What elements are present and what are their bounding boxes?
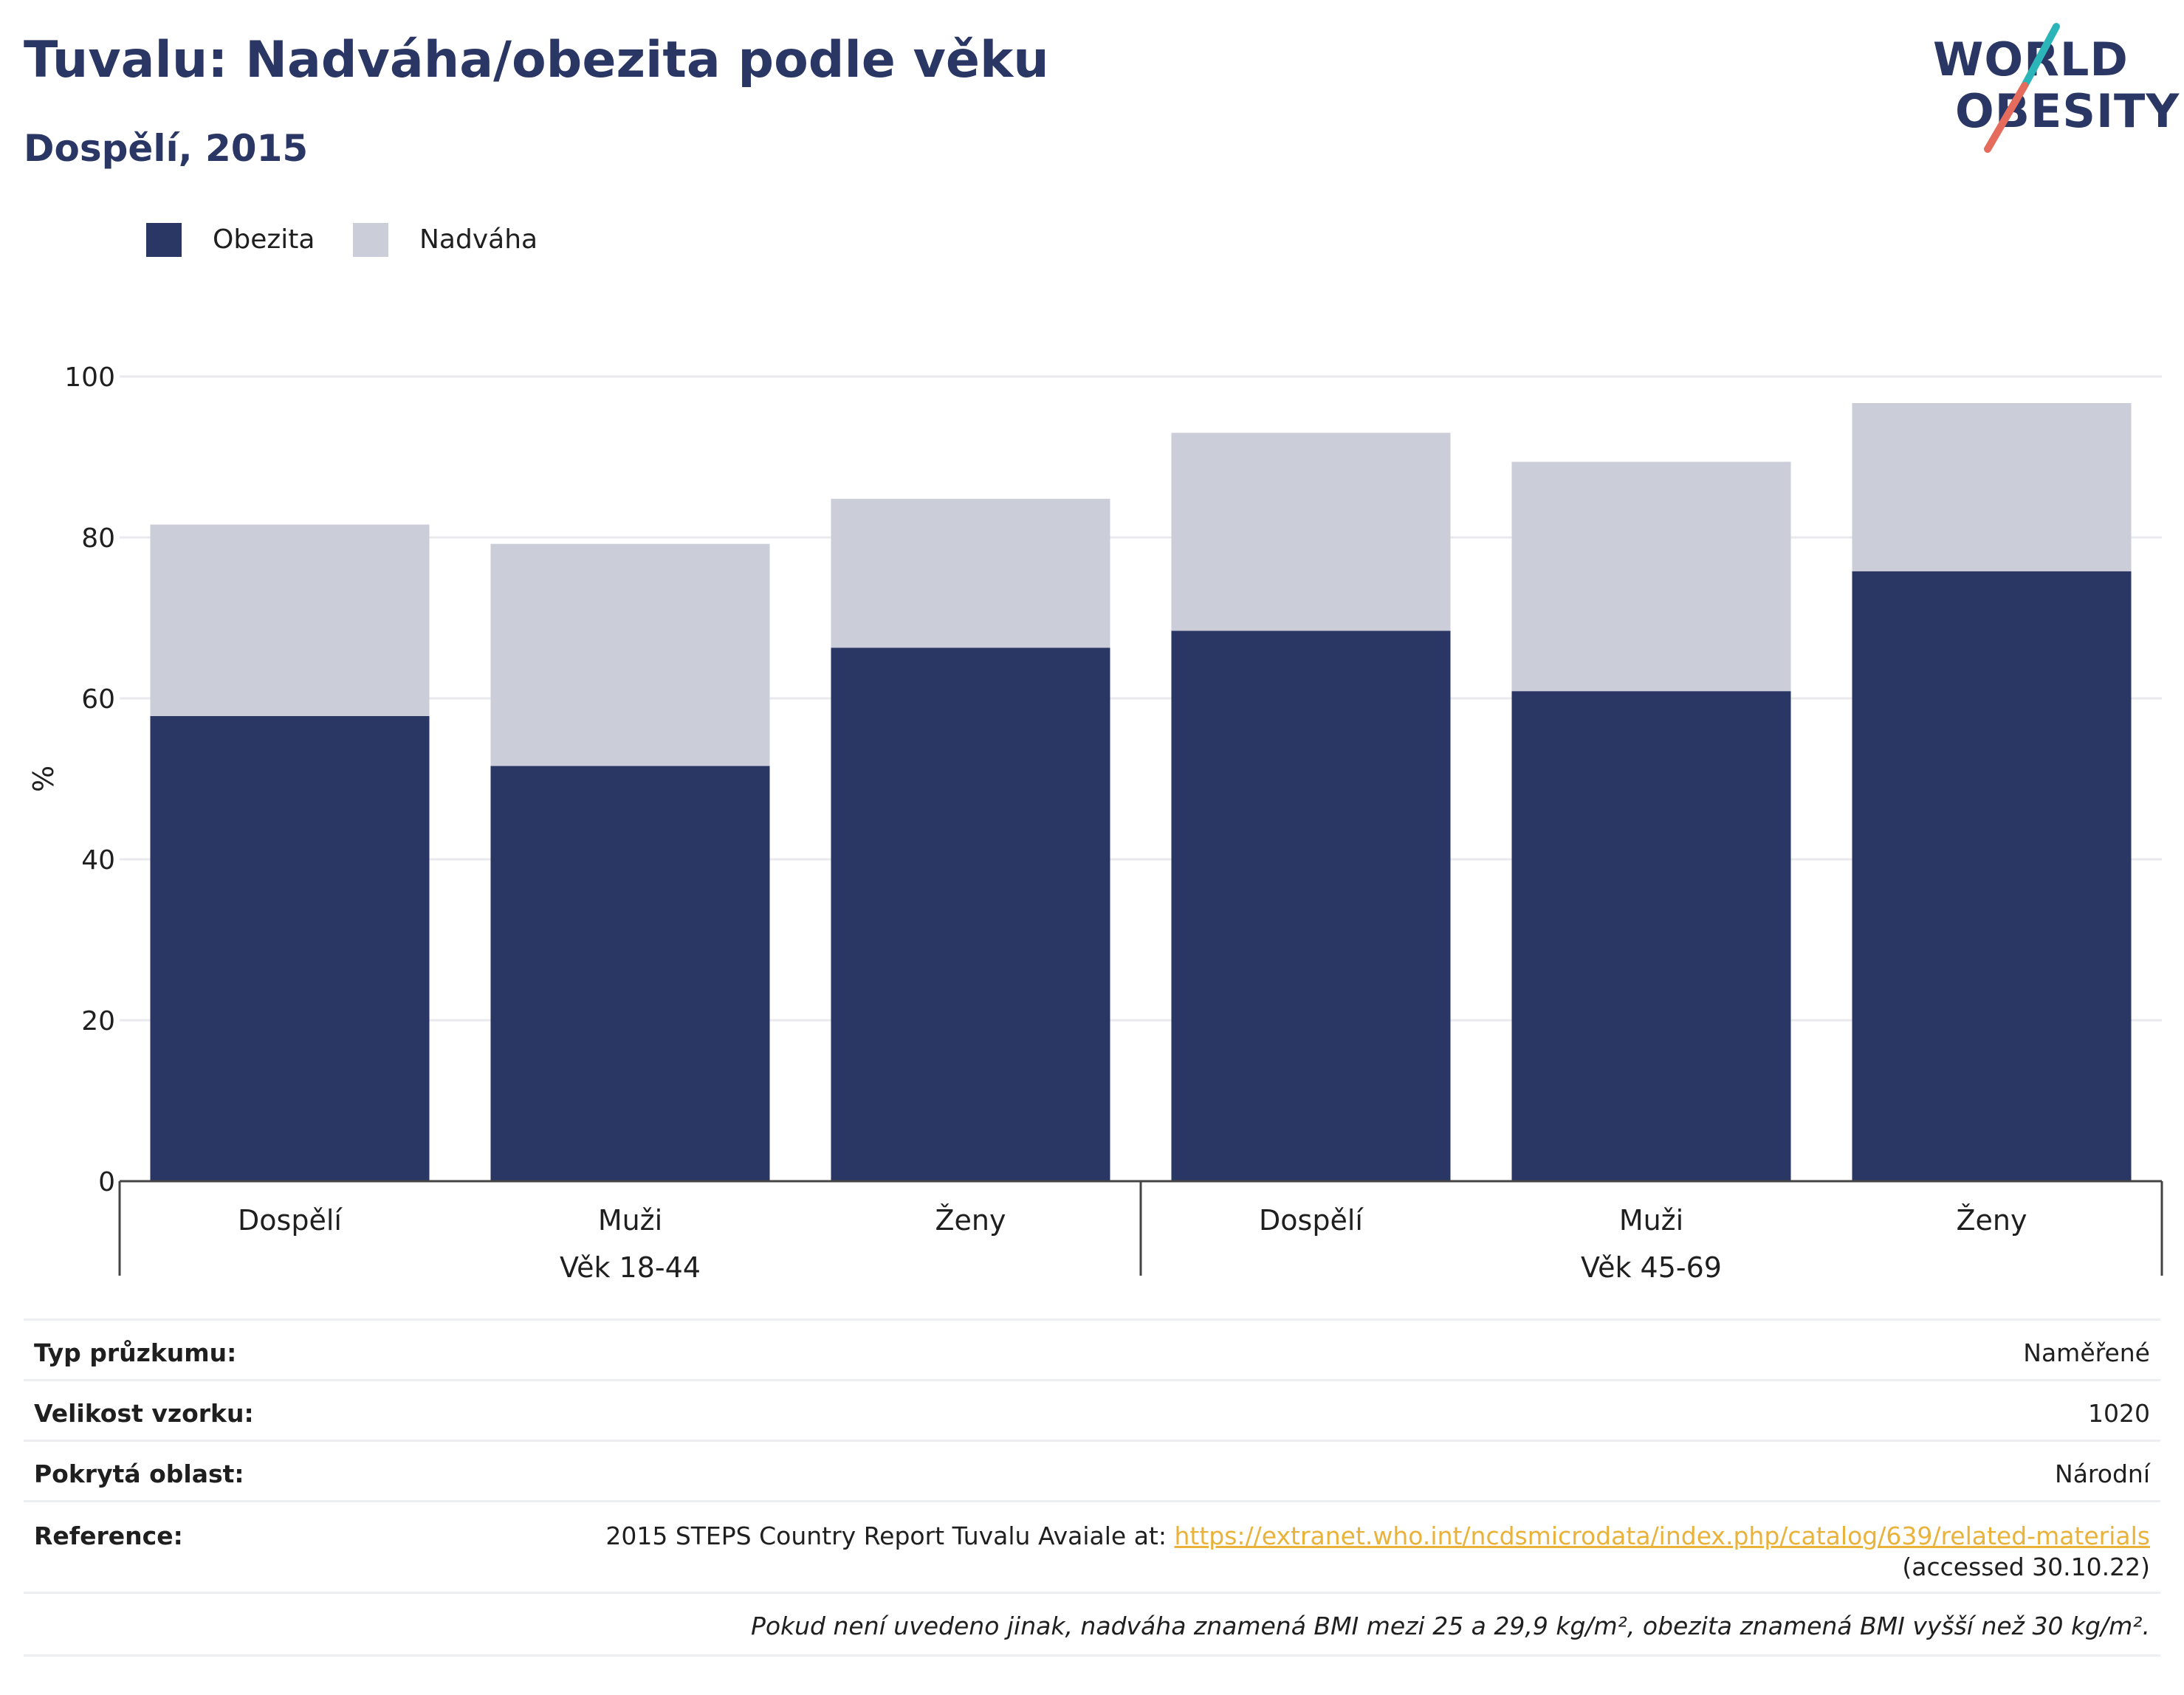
survey-type-label: Typ průzkumu: (34, 1338, 237, 1367)
x-tick-label: Dospělí (1259, 1204, 1364, 1237)
y-axis-label: % (27, 766, 60, 792)
bar-nadvaha (150, 524, 430, 716)
coverage-value: Národní (2055, 1460, 2150, 1488)
logo-line-2: OBESITY (1955, 84, 2180, 138)
page-subtitle: Dospělí, 2015 (24, 127, 309, 170)
reference-text: 2015 STEPS Country Report Tuvalu Avaiale… (605, 1522, 1175, 1550)
bar-obezita (831, 647, 1110, 1181)
bar-nadvaha (831, 498, 1110, 648)
group-label: Věk 45-69 (1581, 1251, 1722, 1284)
x-tick-label: Muži (1619, 1204, 1683, 1237)
reference-link[interactable]: https://extranet.who.int/ncdsmicrodata/i… (1174, 1522, 2150, 1550)
x-tick-label: Ženy (935, 1204, 1006, 1237)
bar-obezita (1852, 571, 2132, 1181)
bar-nadvaha (1171, 433, 1451, 631)
survey-type-value: Naměřené (2023, 1338, 2150, 1367)
y-tick-label: 60 (81, 684, 115, 715)
bar-nadvaha (1511, 461, 1791, 692)
y-tick-label: 0 (98, 1167, 115, 1197)
bar-obezita (150, 715, 430, 1181)
y-tick-label: 100 (64, 362, 115, 393)
x-tick-label: Muži (598, 1204, 662, 1237)
reference-text-line: 2015 STEPS Country Report Tuvalu Avaiale… (605, 1522, 2150, 1550)
y-tick-label: 20 (81, 1006, 115, 1036)
group-label: Věk 18-44 (560, 1251, 701, 1284)
info-row-note: Pokud není uvedeno jinak, nadváha znamen… (24, 1592, 2160, 1657)
definition-note: Pokud není uvedeno jinak, nadváha znamen… (750, 1612, 2150, 1640)
bar-obezita (1511, 691, 1791, 1181)
stacked-bar-chart: 0 20 40 60 80 100% Dospělí Muži Ženy Dospělí Muži Ž… (27, 362, 2163, 1284)
sample-size-label: Velikost vzorku: (34, 1399, 254, 1428)
y-tick-label: 40 (81, 845, 115, 876)
info-row-sample-size: Velikost vzorku: 1020 (24, 1379, 2160, 1442)
legend-swatch-nadvaha (353, 223, 388, 257)
coverage-label: Pokrytá oblast: (34, 1460, 244, 1488)
logo-slash-icon (1984, 23, 2060, 153)
info-row-survey-type: Typ průzkumu: Naměřené (24, 1318, 2160, 1381)
bar-nadvaha (490, 543, 770, 766)
reference-accessed: (accessed 30.10.22) (1902, 1553, 2150, 1581)
legend-label-nadvaha: Nadváha (419, 224, 538, 255)
x-tick-label: Dospělí (238, 1204, 343, 1237)
info-row-coverage: Pokrytá oblast: Národní (24, 1440, 2160, 1502)
page-title: Tuvalu: Nadváha/obezita podle věku (24, 31, 1049, 89)
bar-nadvaha (1852, 402, 2132, 571)
bar-obezita (490, 766, 770, 1181)
legend-label-obezita: Obezita (213, 224, 315, 255)
bar-obezita (1171, 630, 1451, 1181)
info-row-reference: Reference: 2015 STEPS Country Report Tuv… (24, 1500, 2160, 1594)
x-tick-label: Ženy (1957, 1204, 2027, 1237)
legend-swatch-obezita (146, 223, 182, 257)
world-obesity-logo: WORLD OBESITY (1927, 18, 2179, 158)
reference-label: Reference: (34, 1522, 183, 1550)
sample-size-value: 1020 (2088, 1399, 2150, 1428)
y-tick-label: 80 (81, 523, 115, 554)
